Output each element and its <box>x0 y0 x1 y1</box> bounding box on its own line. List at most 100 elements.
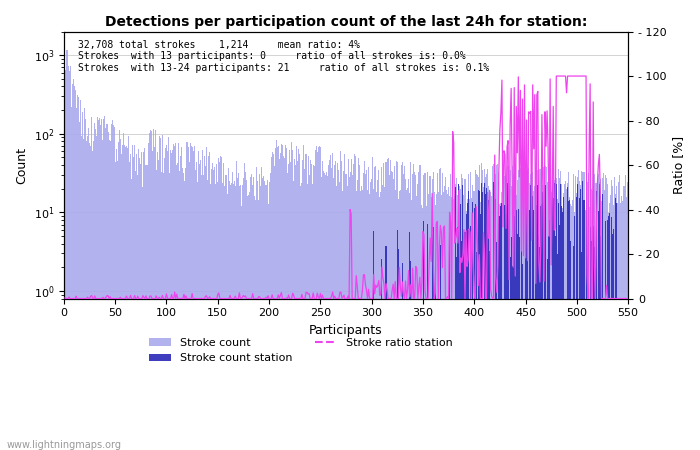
Bar <box>618 182 620 450</box>
Bar <box>251 174 252 450</box>
Bar <box>146 166 148 450</box>
Bar <box>576 198 578 450</box>
Bar <box>161 172 162 450</box>
Bar <box>167 152 168 450</box>
Bar <box>132 145 133 450</box>
Bar <box>75 90 76 450</box>
Bar <box>562 208 563 450</box>
Bar <box>478 177 479 450</box>
Bar <box>249 192 250 450</box>
Bar <box>312 184 313 450</box>
Bar <box>158 160 159 450</box>
Bar <box>536 179 538 450</box>
Bar <box>219 162 220 450</box>
Bar <box>78 97 79 450</box>
Bar <box>98 120 99 450</box>
Bar <box>207 180 208 450</box>
Bar <box>604 189 605 450</box>
Bar <box>196 162 197 450</box>
Bar <box>326 172 327 450</box>
Bar <box>430 197 432 450</box>
Bar <box>122 145 123 450</box>
Bar <box>401 165 402 450</box>
Bar <box>195 170 196 450</box>
Bar <box>359 165 360 450</box>
Bar <box>438 193 439 450</box>
Bar <box>288 164 289 450</box>
Bar <box>282 144 283 450</box>
Bar <box>457 195 458 450</box>
Bar <box>216 165 217 450</box>
Bar <box>510 186 512 450</box>
Bar <box>591 241 592 450</box>
Bar <box>240 185 241 450</box>
Bar <box>367 190 368 450</box>
Bar <box>402 263 403 450</box>
Bar <box>258 200 259 450</box>
Bar <box>426 172 428 450</box>
Bar <box>134 145 135 450</box>
Bar <box>603 173 604 450</box>
Bar <box>596 183 597 450</box>
Bar <box>500 203 501 450</box>
Bar <box>221 157 223 450</box>
Bar <box>552 168 553 450</box>
Bar <box>475 204 476 450</box>
Bar <box>441 195 442 450</box>
Bar <box>491 196 492 450</box>
Bar <box>607 220 608 450</box>
Bar <box>542 185 543 450</box>
Bar <box>415 176 416 450</box>
Bar <box>456 178 457 450</box>
Bar <box>501 192 503 450</box>
Bar <box>434 192 435 450</box>
Bar <box>315 150 316 450</box>
Bar <box>580 185 582 450</box>
Bar <box>522 187 523 450</box>
Bar <box>295 165 296 450</box>
Bar <box>232 184 234 450</box>
Bar <box>520 168 521 450</box>
Bar <box>508 166 509 450</box>
Bar <box>598 211 599 450</box>
Bar <box>363 173 364 450</box>
Bar <box>77 94 78 450</box>
Bar <box>389 175 390 450</box>
Bar <box>199 160 201 450</box>
Bar <box>95 129 96 450</box>
Bar <box>554 180 555 450</box>
Bar <box>568 201 569 450</box>
Bar <box>316 146 317 450</box>
Bar <box>391 171 392 450</box>
Bar <box>186 142 188 450</box>
Bar <box>214 167 215 450</box>
Bar <box>435 274 436 450</box>
Bar <box>496 165 497 450</box>
Bar <box>137 176 139 450</box>
Bar <box>188 162 190 450</box>
Bar <box>355 156 356 450</box>
Bar <box>509 205 510 450</box>
Bar <box>265 185 267 450</box>
Bar <box>454 196 455 450</box>
Bar <box>617 203 618 450</box>
Bar <box>556 178 557 450</box>
Bar <box>424 173 426 450</box>
Bar <box>549 189 550 450</box>
Bar <box>336 186 337 450</box>
Bar <box>409 232 410 450</box>
Bar <box>428 176 430 450</box>
Bar <box>558 170 559 450</box>
Bar <box>225 176 227 450</box>
Bar <box>279 159 280 450</box>
Bar <box>163 172 164 450</box>
Bar <box>408 179 409 450</box>
Bar <box>374 167 375 450</box>
Bar <box>127 148 128 450</box>
Bar <box>525 204 526 450</box>
Bar <box>164 158 165 450</box>
Bar <box>440 245 441 450</box>
Bar <box>93 141 95 450</box>
Bar <box>489 251 490 450</box>
Bar <box>267 203 269 450</box>
